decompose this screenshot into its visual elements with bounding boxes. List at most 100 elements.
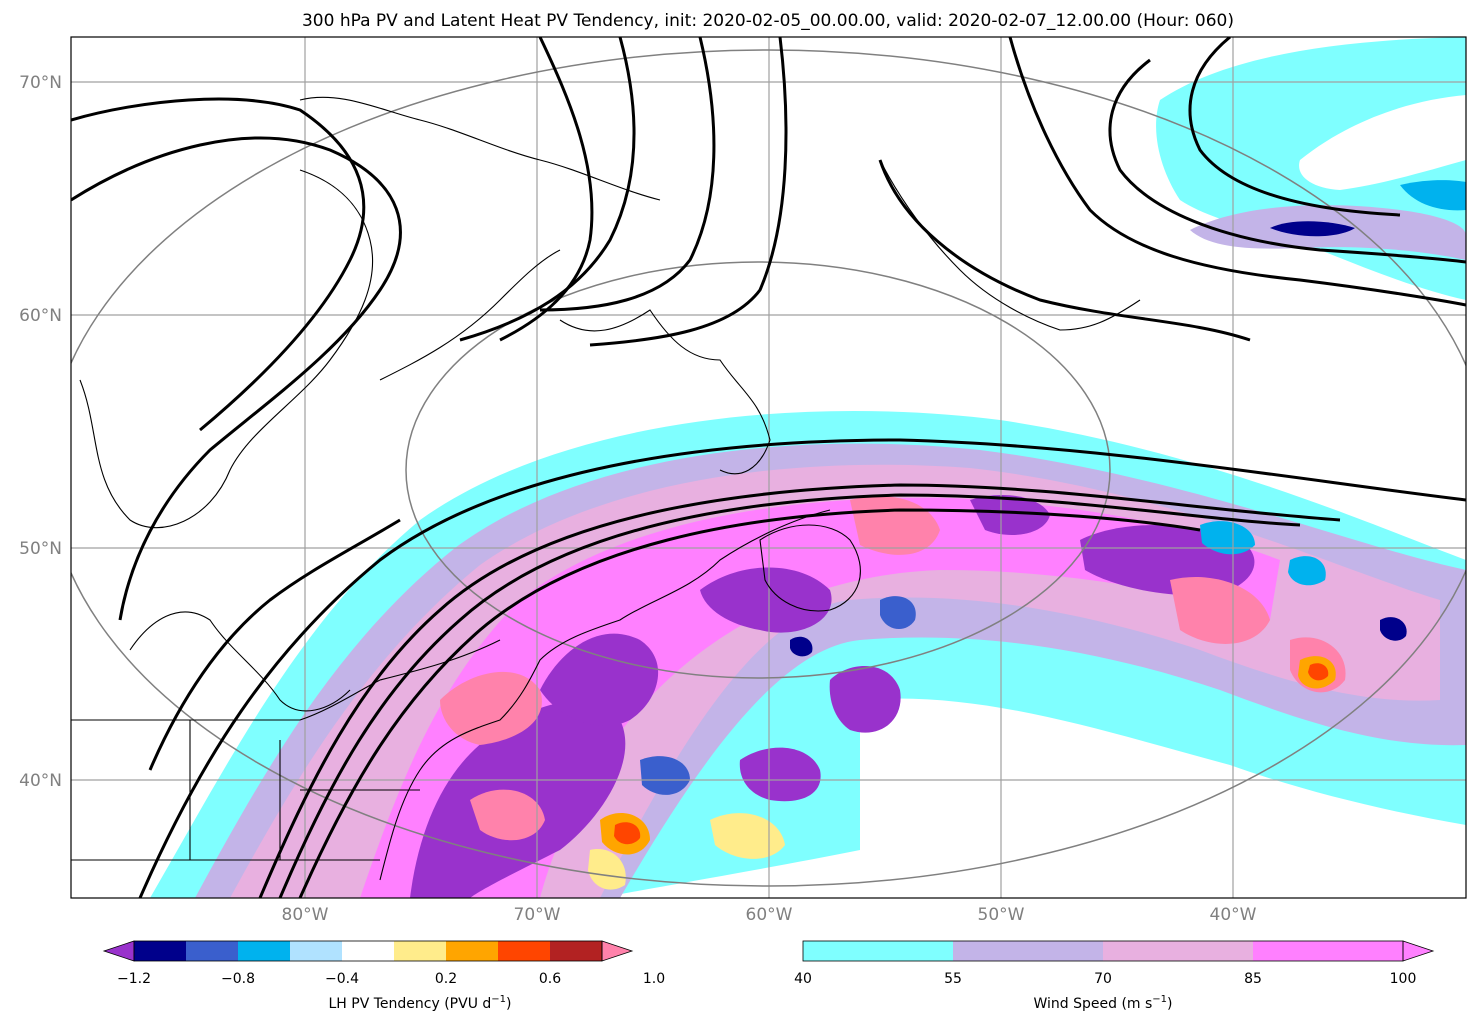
pv-contour-14 [878,159,1251,342]
coastline-quebec-north [379,249,561,381]
lh-neg-newfoundland [700,567,832,633]
cb-lh-cell [342,941,394,961]
cb-wind-tick: 55 [944,971,962,987]
coastline-us-east [379,509,831,881]
lat-labels: 70°N 60°N 50°N 40°N [19,73,62,791]
cb-lh-tick: 0.6 [539,971,561,987]
lh-neg-cyan-1 [1200,521,1255,555]
lon-label-50W: 50°W [978,905,1025,925]
lat-label-70N: 70°N [19,73,62,93]
cb-lh-cell [290,941,342,961]
lon-label-70W: 70°W [514,905,561,925]
coastline-great-lakes [129,611,351,712]
wind-north-atlantic-core [1270,221,1355,237]
cb-wind-extend-max [1402,940,1435,962]
cb-lh-label: LH PV Tendency (PVU d−1) [329,994,512,1012]
colorbar-lh-cells [102,940,634,962]
cb-lh-cell [498,941,550,961]
lat-label-40N: 40°N [19,771,62,791]
pv-contour-13 [1188,37,1401,217]
cb-wind-tick: 70 [1094,971,1112,987]
range-rings [71,49,1466,887]
lat-label-60N: 60°N [19,306,62,326]
pv-contours [71,37,1466,898]
coastline-hudson-bay [79,169,374,529]
pv-contour-6 [298,508,1201,898]
lon-label-40W: 40°W [1210,905,1257,925]
cb-wind-tick: 85 [1244,971,1262,987]
map-panel: 70°N 60°N 50°N 40°N 80°W 70°W 60°W 50°W … [19,36,1467,925]
pv-contour-3 [138,438,1466,898]
cb-lh-cell [446,941,498,961]
map-frame [70,36,1467,899]
lh-pos-red-1 [614,822,641,845]
border-us-canada [71,639,501,721]
lon-labels: 80°W 70°W 60°W 50°W 40°W [282,905,1257,925]
pv-contour-7 [499,37,594,342]
cb-wind-tick: 40 [794,971,812,987]
pv-contour-15 [148,518,401,771]
lh-neg-cyan-2 [1288,556,1326,586]
pv-contour-4 [258,483,1341,898]
cb-wind-frame [802,940,1404,962]
coastline-baffin [299,96,661,201]
cb-lh-cell [394,941,446,961]
lh-neg-east-3 [970,495,1050,535]
lon-label-60W: 60°W [746,905,793,925]
cb-wind-cell [803,941,953,961]
wind-north-atlantic-inner [1299,95,1466,190]
coastline-greenland-west [879,159,1141,331]
cb-lh-cell [550,941,602,961]
lat-label-50N: 50°N [19,539,62,559]
cb-wind-tick: 100 [1390,971,1417,987]
lh-neg-navy-2 [1380,617,1407,641]
cb-lh-frame [133,940,603,962]
lh-pos-pink-1 [440,671,542,745]
colorbar-lh-pv-tendency: −1.2 −0.8 −0.4 0.2 0.6 1.0 LH PV Tendenc… [102,940,665,1012]
lh-pos-yellow-1 [710,813,785,859]
cb-lh-tick: −1.2 [117,971,151,987]
cb-wind-cell [953,941,1103,961]
pv-contour-10 [589,37,788,347]
lh-neg-blue-1 [880,596,916,630]
cb-lh-cell [238,941,290,961]
lh-neg-large-center [540,633,659,726]
colorbar-lh-ticks: −1.2 −0.8 −0.4 0.2 0.6 1.0 [117,971,665,987]
colorbar-wind-ticks: 40 55 70 85 100 [794,971,1416,987]
cb-lh-cell [134,941,186,961]
wind-north-atlantic-core2 [1400,180,1466,211]
lh-neg-east-1 [829,666,901,733]
cb-wind-cell [1103,941,1253,961]
colorbar-wind-cells [802,940,1435,962]
pv-contour-8 [459,37,636,342]
lh-pos-pink-5 [470,789,545,841]
lh-pos-red-2 [1308,663,1329,681]
pv-contour-1 [71,136,402,621]
cb-lh-extend-max [601,940,634,962]
graticule [71,37,1466,898]
lh-pv-tendency-shading [410,495,1407,898]
wind-85-band [360,497,1280,898]
cb-lh-extend-min [102,940,135,962]
lh-pos-pink-3 [1170,576,1270,644]
pv-contour-12 [1108,58,1466,264]
range-ring-inner [405,261,1111,679]
pv-contour-9 [539,37,716,312]
cb-lh-tick: 1.0 [643,971,665,987]
border-us-states [71,720,420,861]
lon-label-80W: 80°W [282,905,329,925]
cb-lh-tick: 0.2 [435,971,457,987]
pv-contour-5 [278,493,1301,898]
lh-neg-blue-2 [640,756,690,795]
cb-lh-cell [186,941,238,961]
coastlines [71,96,1141,881]
coastline-labrador [559,309,771,475]
lh-neg-mid [739,747,821,802]
range-ring-outer [71,49,1466,887]
pv-contour-11 [1008,37,1466,307]
cb-lh-tick: −0.4 [325,971,359,987]
cb-lh-tick: −0.8 [221,971,255,987]
pv-contour-2 [71,97,366,432]
lh-pos-yellow-2 [588,849,626,890]
